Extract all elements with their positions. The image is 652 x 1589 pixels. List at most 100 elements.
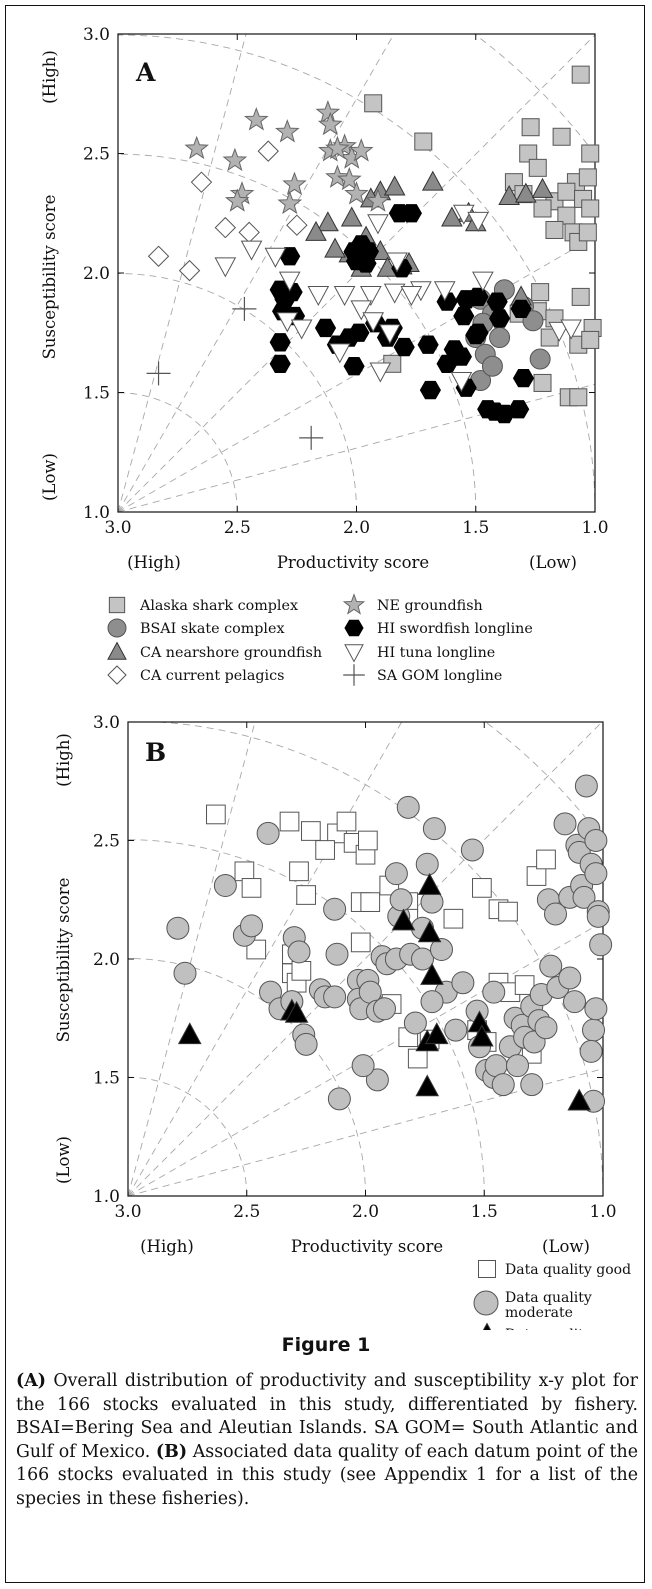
panel-a: 3.0 2.5 2.0 1.5 1.0 1.0 1.5 2.0 2.5 3.0 A Product…: [40, 25, 609, 686]
data-point: [533, 199, 552, 218]
data-point: [389, 888, 413, 912]
data-point: [586, 904, 610, 928]
data-point: [433, 281, 456, 302]
data-point: [563, 990, 586, 1014]
data-point: [296, 885, 316, 905]
data-point: [506, 1054, 529, 1078]
data-point: [441, 206, 463, 227]
series-sa-gom-longline: [146, 296, 324, 450]
data-point: [571, 287, 590, 306]
data-point: [325, 135, 350, 160]
data-point: [264, 247, 287, 268]
data-point: [539, 954, 563, 978]
data-point: [443, 340, 465, 359]
data-point: [482, 980, 506, 1004]
panel-a-ticks: 3.0 2.5 2.0 1.5 1.0 1.0 1.5 2.0 2.5 3.0: [83, 25, 609, 538]
data-point: [269, 333, 291, 352]
y-tick-label: 1.5: [83, 384, 110, 404]
data-point: [512, 369, 535, 388]
series-data-quality-moderate: [166, 774, 613, 1113]
data-point: [367, 214, 389, 235]
data-point: [472, 878, 492, 898]
legend-entry: Data quality good: [478, 1260, 631, 1278]
figure-frame: [5, 5, 645, 1583]
data-point: [290, 319, 313, 340]
caption-text: Associated data quality of each datum po…: [16, 1441, 639, 1509]
data-point: [305, 220, 327, 241]
data-point: [420, 962, 444, 985]
data-point: [430, 938, 453, 962]
data-point: [531, 283, 550, 302]
data-point: [581, 144, 600, 163]
figure-svg: 3.0 2.5 2.0 1.5 1.0 1.0 1.5 2.0 2.5 3.0 A Product…: [40, 25, 631, 1330]
data-point: [362, 312, 385, 333]
data-point: [350, 300, 373, 321]
data-point: [178, 259, 201, 282]
data-point: [536, 849, 556, 870]
legend-marker: [482, 1322, 492, 1330]
legend-marker: [343, 664, 365, 686]
panel-b-y-label: Susceptibility score: [54, 878, 73, 1043]
data-point: [422, 817, 446, 841]
legend-label: SA GOM longline: [377, 668, 502, 684]
panel-b-points: [166, 774, 613, 1113]
data-point: [415, 852, 439, 876]
data-point: [534, 1016, 558, 1040]
data-point: [348, 138, 374, 162]
legend-marker: [107, 641, 127, 660]
data-point: [146, 361, 171, 386]
data-point: [324, 237, 346, 258]
data-point: [569, 388, 588, 407]
x-tick-label: 1.5: [462, 518, 489, 538]
data-point: [414, 132, 433, 151]
legend-marker: [478, 1260, 496, 1278]
data-point: [383, 175, 406, 196]
data-point: [560, 319, 582, 340]
y-tick-label: 2.0: [93, 950, 120, 970]
data-point: [369, 362, 392, 383]
data-point: [360, 892, 381, 912]
data-point: [336, 811, 357, 832]
grid-arc: [118, 273, 357, 512]
data-point: [365, 188, 391, 212]
data-point: [528, 158, 547, 177]
data-point: [325, 942, 349, 966]
data-point: [419, 380, 441, 400]
legend-entry: NE groundfish: [342, 593, 483, 615]
panel-a-label: A: [135, 58, 156, 87]
legend-entry: CA current pelagics: [107, 665, 284, 685]
legend-label: HI tuna longline: [377, 645, 495, 661]
series-ne-groundfish: [184, 99, 391, 215]
legend-marker: [344, 619, 364, 637]
data-point: [234, 861, 255, 882]
data-point: [411, 947, 434, 971]
data-point: [572, 885, 596, 909]
data-point: [393, 337, 415, 357]
data-point: [241, 878, 262, 898]
data-point: [553, 812, 577, 836]
panel-b-ticks: 3.0 2.5 2.0 1.5 1.0 1.0 1.5 2.0 2.5 3.0: [93, 713, 617, 1222]
data-point: [287, 940, 311, 964]
data-point: [314, 318, 337, 338]
panel-b-y-high-label: (High): [54, 733, 73, 787]
x-tick-label: 1.0: [589, 1202, 616, 1222]
legend-entry: CA nearshore groundfish: [107, 641, 322, 661]
data-point: [584, 862, 608, 886]
data-point: [299, 425, 324, 450]
data-point: [552, 127, 571, 146]
data-point: [286, 214, 308, 236]
data-point: [584, 829, 608, 852]
y-tick-label: 2.0: [83, 264, 110, 284]
data-point: [294, 1032, 318, 1056]
x-tick-label: 1.0: [581, 518, 608, 538]
grid-arc: [128, 1076, 248, 1196]
data-point: [214, 257, 237, 278]
data-point: [489, 327, 511, 349]
data-point: [291, 961, 312, 981]
data-point: [307, 286, 330, 307]
caption-text: Overall distribution of productivity and…: [16, 1371, 638, 1462]
data-point: [275, 119, 300, 143]
data-point: [581, 330, 600, 349]
data-point: [581, 199, 600, 218]
